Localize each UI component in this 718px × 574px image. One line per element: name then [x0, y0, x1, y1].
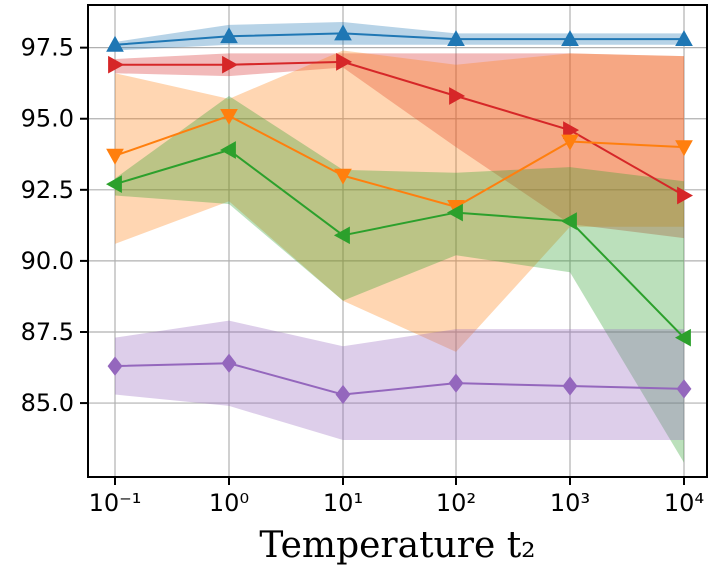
purple-point-0 — [107, 356, 123, 376]
x-tick-label-4: 10³ — [550, 489, 590, 517]
green-point-3 — [446, 203, 463, 222]
red-series-line — [115, 60, 685, 197]
y-tick-label-3: 92.5 — [21, 176, 74, 204]
blue-point-4 — [561, 30, 579, 47]
y-tick-labels: 85.0 87.5 90.0 92.5 95.0 97.5 — [21, 34, 74, 417]
orange-point-1 — [220, 108, 238, 125]
green-series-line — [114, 149, 685, 339]
purple-confidence-band — [115, 320, 684, 441]
series-markers — [105, 24, 694, 405]
orange-point-2 — [334, 168, 352, 185]
red-point-1 — [222, 55, 239, 74]
green-point-5 — [674, 328, 691, 347]
purple-point-3 — [448, 373, 464, 393]
red-point-4 — [563, 121, 580, 139]
blue-point-0 — [106, 35, 124, 52]
red-point-0 — [108, 55, 125, 74]
confidence-bands — [115, 22, 684, 463]
green-point-2 — [333, 226, 350, 245]
plot-frame — [87, 4, 708, 478]
red-confidence-band — [115, 53, 684, 239]
orange-point-5 — [675, 140, 693, 157]
orange-series-line — [114, 114, 685, 208]
red-point-2 — [336, 53, 353, 71]
x-tick-label-5: 10⁴ — [664, 489, 704, 517]
orange-point-0 — [106, 148, 124, 165]
red-point-3 — [449, 87, 466, 105]
blue-point-3 — [447, 30, 465, 47]
x-tick-label-0: 10⁻¹ — [89, 489, 142, 517]
y-tick-label-5: 97.5 — [21, 34, 74, 62]
x-tick-labels: 10⁻¹ 10⁰ 10¹ 10² 10³ 10⁴ — [89, 489, 705, 517]
series-lines — [114, 32, 685, 396]
y-tick-label-1: 87.5 — [21, 318, 74, 346]
green-point-1 — [219, 141, 236, 159]
x-axis-label: Temperature t₂ — [259, 525, 535, 566]
red-point-5 — [677, 186, 694, 205]
purple-point-5 — [676, 379, 692, 399]
green-point-0 — [105, 175, 122, 193]
axis-ticks — [80, 46, 685, 485]
x-tick-label-3: 10² — [436, 489, 476, 517]
purple-point-4 — [562, 376, 578, 396]
orange-confidence-band — [115, 50, 684, 352]
purple-point-1 — [221, 353, 237, 373]
blue-point-1 — [220, 27, 238, 44]
x-tick-label-2: 10¹ — [323, 489, 363, 517]
y-tick-label-4: 95.0 — [21, 105, 74, 133]
green-confidence-band — [115, 95, 684, 463]
purple-point-2 — [335, 384, 351, 405]
blue-point-2 — [334, 24, 352, 41]
purple-series-line — [114, 362, 685, 396]
blue-series-line — [114, 32, 684, 46]
y-tick-label-0: 85.0 — [21, 389, 74, 417]
y-tick-label-2: 90.0 — [21, 247, 74, 275]
orange-point-4 — [561, 134, 579, 151]
green-point-4 — [560, 212, 577, 230]
x-tick-label-1: 10⁰ — [209, 489, 249, 517]
blue-point-5 — [675, 30, 693, 47]
